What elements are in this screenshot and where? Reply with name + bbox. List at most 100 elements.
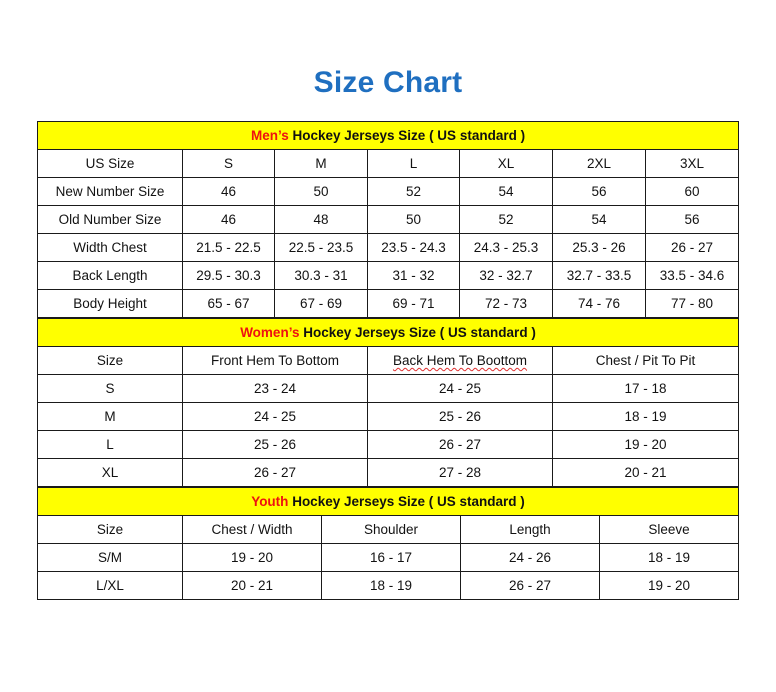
womens-cell-0-2: 17 - 18	[552, 374, 739, 403]
mens-cell-0-2: 52	[367, 177, 460, 206]
mens-cell-3-3: 32 - 32.7	[459, 261, 553, 290]
youth-col-header-0: Size	[37, 515, 183, 544]
spellcheck-underlined-text: Back Hem To Boottom	[392, 353, 528, 368]
womens-row-label-2: L	[37, 430, 183, 459]
youth-banner-rest: Hockey Jerseys Size ( US standard )	[288, 494, 525, 509]
mens-row-label-4: Body Height	[37, 289, 183, 318]
womens-cell-2-2: 19 - 20	[552, 430, 739, 459]
table-row: L/XL 20 - 21 18 - 19 26 - 27 19 - 20	[37, 571, 739, 600]
mens-cell-0-5: 60	[644, 177, 740, 206]
womens-cell-1-2: 18 - 19	[552, 402, 739, 431]
mens-cell-4-4: 74 - 76	[552, 289, 646, 318]
mens-cell-2-3: 24.3 - 25.3	[459, 233, 553, 262]
mens-size-table: Men’s Hockey Jerseys Size ( US standard …	[36, 121, 740, 318]
youth-cell-1-3: 19 - 20	[599, 571, 739, 600]
mens-cell-4-3: 72 - 73	[459, 289, 553, 318]
mens-col-header-0: US Size	[37, 149, 183, 178]
mens-row-label-3: Back Length	[37, 261, 183, 290]
mens-cell-2-4: 25.3 - 26	[552, 233, 646, 262]
womens-cell-0-1: 24 - 25	[367, 374, 553, 403]
mens-cell-0-1: 50	[274, 177, 368, 206]
womens-cell-2-1: 26 - 27	[367, 430, 553, 459]
mens-col-header-6: 3XL	[644, 149, 740, 178]
youth-cell-0-3: 18 - 19	[599, 543, 739, 572]
table-row: New Number Size 46 50 52 54 56 60	[37, 177, 740, 206]
mens-banner-accent: Men’s	[250, 128, 289, 143]
youth-cell-1-0: 20 - 21	[182, 571, 322, 600]
youth-row-label-0: S/M	[37, 543, 183, 572]
womens-banner-accent: Women’s	[240, 325, 300, 340]
size-tables-container: Men’s Hockey Jerseys Size ( US standard …	[36, 121, 740, 600]
mens-cell-3-5: 33.5 - 34.6	[644, 261, 740, 290]
mens-column-header-row: US Size S M L XL 2XL 3XL	[37, 149, 740, 178]
mens-cell-1-1: 48	[274, 205, 368, 234]
womens-row-label-3: XL	[37, 458, 183, 487]
mens-cell-2-0: 21.5 - 22.5	[182, 233, 275, 262]
youth-banner-accent: Youth	[251, 494, 289, 509]
youth-col-header-3: Length	[460, 515, 600, 544]
womens-size-table: Women’s Hockey Jerseys Size ( US standar…	[37, 318, 739, 487]
womens-row-label-0: S	[37, 374, 183, 403]
mens-cell-4-0: 65 - 67	[182, 289, 275, 318]
table-row: Width Chest 21.5 - 22.5 22.5 - 23.5 23.5…	[37, 233, 740, 262]
womens-cell-3-1: 27 - 28	[367, 458, 553, 487]
youth-cell-0-1: 16 - 17	[321, 543, 461, 572]
youth-col-header-1: Chest / Width	[182, 515, 322, 544]
youth-cell-0-2: 24 - 26	[460, 543, 600, 572]
womens-cell-3-2: 20 - 21	[552, 458, 739, 487]
table-row: Back Length 29.5 - 30.3 30.3 - 31 31 - 3…	[37, 261, 740, 290]
womens-col-header-0: Size	[37, 346, 183, 375]
table-row: Old Number Size 46 48 50 52 54 56	[37, 205, 740, 234]
youth-cell-1-2: 26 - 27	[460, 571, 600, 600]
womens-cell-3-0: 26 - 27	[182, 458, 368, 487]
womens-cell-2-0: 25 - 26	[182, 430, 368, 459]
mens-section-banner: Men’s Hockey Jerseys Size ( US standard …	[36, 121, 740, 150]
mens-cell-2-5: 26 - 27	[644, 233, 740, 262]
mens-cell-0-0: 46	[182, 177, 275, 206]
womens-col-header-3: Chest / Pit To Pit	[552, 346, 739, 375]
youth-col-header-2: Shoulder	[321, 515, 461, 544]
youth-section-banner: Youth Hockey Jerseys Size ( US standard …	[37, 487, 739, 516]
youth-column-header-row: Size Chest / Width Shoulder Length Sleev…	[37, 515, 739, 544]
youth-banner-cell: Youth Hockey Jerseys Size ( US standard …	[37, 487, 739, 516]
table-row: S/M 19 - 20 16 - 17 24 - 26 18 - 19	[37, 543, 739, 572]
mens-banner-rest: Hockey Jerseys Size ( US standard )	[288, 128, 526, 143]
table-row: L 25 - 26 26 - 27 19 - 20	[37, 430, 739, 459]
mens-cell-2-1: 22.5 - 23.5	[274, 233, 368, 262]
womens-col-header-2: Back Hem To Boottom	[367, 346, 553, 375]
mens-cell-3-2: 31 - 32	[367, 261, 460, 290]
mens-col-header-5: 2XL	[552, 149, 646, 178]
table-row: XL 26 - 27 27 - 28 20 - 21	[37, 458, 739, 487]
youth-cell-1-1: 18 - 19	[321, 571, 461, 600]
mens-row-label-2: Width Chest	[37, 233, 183, 262]
mens-cell-4-1: 67 - 69	[274, 289, 368, 318]
mens-cell-3-4: 32.7 - 33.5	[552, 261, 646, 290]
youth-size-table: Youth Hockey Jerseys Size ( US standard …	[37, 487, 739, 600]
mens-col-header-3: L	[367, 149, 460, 178]
mens-cell-3-0: 29.5 - 30.3	[182, 261, 275, 290]
womens-col-header-1: Front Hem To Bottom	[182, 346, 368, 375]
womens-column-header-row: Size Front Hem To Bottom Back Hem To Boo…	[37, 346, 739, 375]
womens-banner-rest: Hockey Jerseys Size ( US standard )	[299, 325, 536, 340]
mens-cell-1-4: 54	[552, 205, 646, 234]
mens-cell-3-1: 30.3 - 31	[274, 261, 368, 290]
mens-cell-1-0: 46	[182, 205, 275, 234]
page-title: Size Chart	[313, 66, 463, 99]
mens-cell-2-2: 23.5 - 24.3	[367, 233, 460, 262]
womens-section-banner: Women’s Hockey Jerseys Size ( US standar…	[37, 318, 739, 347]
table-row: M 24 - 25 25 - 26 18 - 19	[37, 402, 739, 431]
mens-row-label-0: New Number Size	[37, 177, 183, 206]
mens-cell-1-5: 56	[644, 205, 740, 234]
mens-cell-4-5: 77 - 80	[644, 289, 740, 318]
table-row: Body Height 65 - 67 67 - 69 69 - 71 72 -…	[37, 289, 740, 318]
womens-cell-1-1: 25 - 26	[367, 402, 553, 431]
mens-cell-1-3: 52	[459, 205, 553, 234]
mens-col-header-4: XL	[459, 149, 553, 178]
mens-cell-0-3: 54	[459, 177, 553, 206]
table-row: S 23 - 24 24 - 25 17 - 18	[37, 374, 739, 403]
womens-cell-0-0: 23 - 24	[182, 374, 368, 403]
mens-cell-1-2: 50	[367, 205, 460, 234]
womens-banner-cell: Women’s Hockey Jerseys Size ( US standar…	[37, 318, 739, 347]
mens-banner-cell: Men’s Hockey Jerseys Size ( US standard …	[36, 121, 740, 150]
